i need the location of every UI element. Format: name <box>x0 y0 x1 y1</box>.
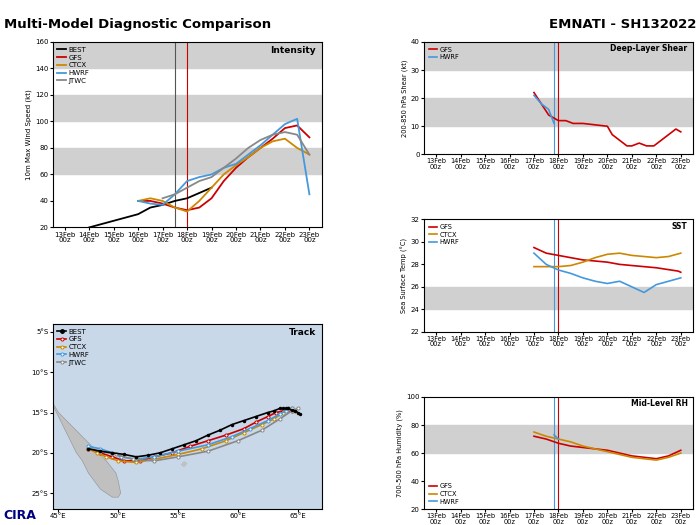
Legend: GFS, CTCX, HWRF: GFS, CTCX, HWRF <box>427 482 461 506</box>
Text: Multi-Model Diagnostic Comparison: Multi-Model Diagnostic Comparison <box>4 18 271 31</box>
Polygon shape <box>181 461 188 467</box>
Text: SST: SST <box>672 222 687 230</box>
Y-axis label: Sea Surface Temp (°C): Sea Surface Temp (°C) <box>400 238 408 313</box>
Text: Deep-Layer Shear: Deep-Layer Shear <box>610 44 687 53</box>
Legend: GFS, CTCX, HWRF: GFS, CTCX, HWRF <box>427 223 461 247</box>
Bar <box>424 287 693 309</box>
Y-axis label: 10m Max Wind Speed (kt): 10m Max Wind Speed (kt) <box>26 89 32 180</box>
Bar <box>52 95 321 121</box>
Bar <box>424 42 693 70</box>
Legend: BEST, GFS, CTCX, HWRF, JTWC: BEST, GFS, CTCX, HWRF, JTWC <box>56 46 91 85</box>
Bar <box>424 98 693 126</box>
Text: Mid-Level RH: Mid-Level RH <box>631 399 687 408</box>
Text: Intensity: Intensity <box>271 46 316 55</box>
Legend: BEST, GFS, CTCX, HWRF, JTWC: BEST, GFS, CTCX, HWRF, JTWC <box>56 327 91 367</box>
Text: Track: Track <box>289 328 316 337</box>
Bar <box>52 148 321 174</box>
Bar <box>52 42 321 68</box>
Legend: GFS, HWRF: GFS, HWRF <box>427 45 461 61</box>
Bar <box>424 425 693 453</box>
Polygon shape <box>46 392 120 497</box>
Y-axis label: 200-850 hPa Shear (kt): 200-850 hPa Shear (kt) <box>401 59 408 137</box>
Text: EMNATI - SH132022: EMNATI - SH132022 <box>549 18 696 31</box>
Y-axis label: 700-500 hPa Humidity (%): 700-500 hPa Humidity (%) <box>397 409 403 497</box>
Text: CIRA: CIRA <box>4 509 36 522</box>
